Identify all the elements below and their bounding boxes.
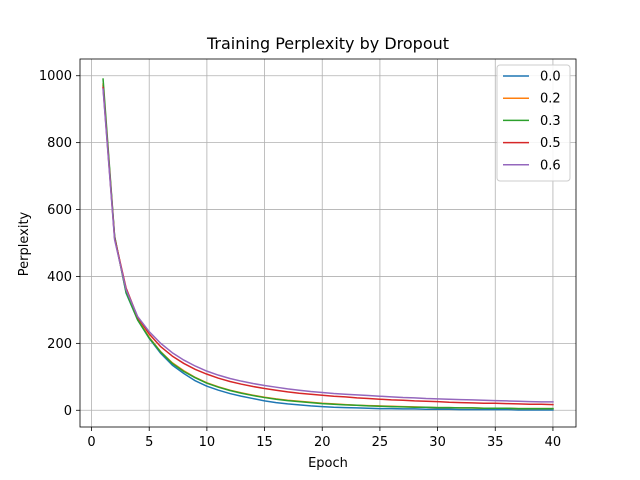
series-group bbox=[102, 78, 554, 411]
x-tick-label: 25 bbox=[372, 435, 389, 450]
y-tick-label: 1000 bbox=[39, 69, 72, 84]
legend-label: 0.0 bbox=[540, 70, 561, 85]
legend-label: 0.2 bbox=[540, 92, 561, 107]
legend-label: 0.3 bbox=[540, 114, 561, 129]
series-line-0.5 bbox=[102, 86, 554, 406]
x-tick-label: 35 bbox=[487, 435, 504, 450]
x-tick-label: 5 bbox=[145, 435, 153, 450]
x-tick-label: 30 bbox=[429, 435, 446, 450]
series-line-0.6 bbox=[102, 88, 554, 403]
x-axis-label: Epoch bbox=[308, 456, 348, 471]
x-tick-label: 40 bbox=[545, 435, 562, 450]
x-tick-label: 0 bbox=[87, 435, 95, 450]
legend-label: 0.6 bbox=[540, 158, 561, 173]
y-axis-label: Perplexity bbox=[17, 211, 32, 276]
x-tick-label: 15 bbox=[256, 435, 273, 450]
y-tick-label: 0 bbox=[64, 404, 72, 419]
plot-frame bbox=[79, 58, 577, 428]
series-line-0.3 bbox=[102, 78, 554, 410]
legend-box bbox=[496, 64, 571, 182]
y-tick-label: 800 bbox=[47, 136, 72, 151]
x-tick-label: 10 bbox=[199, 435, 216, 450]
y-tick-label: 600 bbox=[47, 203, 72, 218]
x-axis-ticks: 0 5 10 15 20 25 30 35 40 bbox=[87, 427, 561, 450]
y-axis-ticks: 0 200 400 600 800 1000 bbox=[39, 69, 80, 419]
x-tick-label: 20 bbox=[314, 435, 331, 450]
y-tick-label: 400 bbox=[47, 270, 72, 285]
legend-label: 0.5 bbox=[540, 136, 561, 151]
y-tick-label: 200 bbox=[47, 337, 72, 352]
series-line-0.0 bbox=[102, 84, 554, 411]
legend: 0.0 0.2 0.3 0.5 0.6 bbox=[496, 64, 571, 182]
chart-title: Training Perplexity by Dropout bbox=[206, 34, 449, 53]
